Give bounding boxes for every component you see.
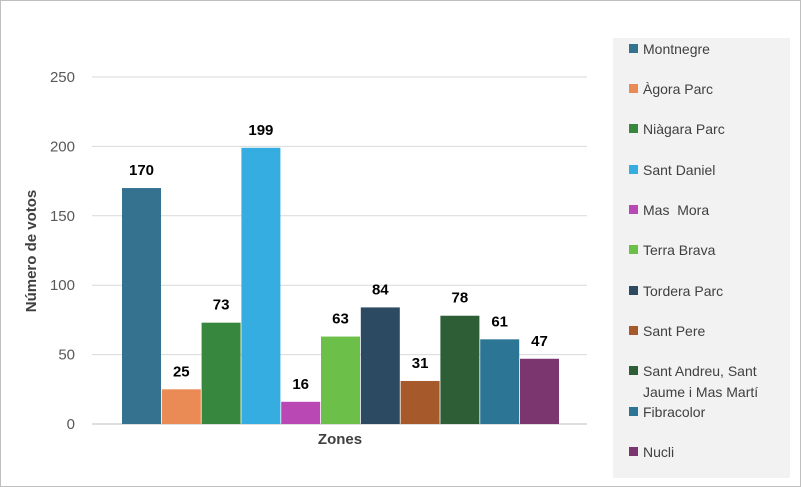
y-tick-label: 50 (58, 347, 75, 364)
data-label: 31 (412, 355, 429, 372)
legend-label: Niàgara Parc (643, 121, 725, 137)
y-tick-label: 150 (50, 208, 75, 225)
data-label: 16 (292, 376, 309, 393)
legend-swatch (629, 447, 638, 456)
bars (122, 147, 559, 424)
legend-label: Nucli (643, 444, 675, 460)
data-label: 199 (248, 122, 273, 139)
legend: Montnegre Àgora Parc Niàgara Parc Sant Dani… (613, 38, 790, 478)
bar (321, 336, 360, 424)
data-label: 170 (129, 162, 154, 179)
legend-swatch (629, 407, 638, 416)
data-label: 25 (173, 363, 190, 380)
bar (480, 339, 520, 424)
legend-swatch (629, 205, 638, 214)
data-label: 84 (372, 281, 389, 298)
data-label: 63 (332, 311, 349, 328)
legend-swatch (629, 245, 638, 254)
legend-swatch (629, 326, 638, 335)
legend-label: Sant Pere (643, 323, 706, 339)
bar (161, 389, 201, 424)
bar (241, 147, 281, 424)
legend-swatch (629, 286, 638, 295)
y-tick-label: 250 (50, 69, 75, 86)
data-label: 61 (491, 313, 508, 330)
data-label: 47 (531, 333, 548, 350)
y-axis-title: Número de votos (23, 190, 40, 313)
legend-label: Fibracolor (643, 404, 706, 420)
bar (201, 322, 241, 424)
legend-label: Àgora Parc (643, 81, 714, 97)
legend-label: Montnegre (643, 41, 710, 57)
legend-swatch (629, 84, 638, 93)
legend-label: Jaume i Mas Martí (643, 384, 759, 400)
legend-label: Sant Andreu, Sant (643, 363, 757, 379)
legend-label: Terra Brava (643, 242, 716, 258)
legend-label: Mas Mora (643, 202, 710, 218)
data-labels: 170 25 73 199 16 63 84 31 78 61 47 (129, 122, 548, 393)
bar (122, 188, 161, 424)
y-tick-label: 0 (67, 416, 75, 433)
legend-swatch (629, 44, 638, 53)
y-tick-label: 100 (50, 277, 75, 294)
bar (281, 401, 321, 424)
legend-label: Sant Daniel (643, 162, 716, 178)
legend-swatch (629, 165, 638, 174)
legend-swatch (629, 366, 638, 375)
bar (520, 358, 559, 424)
bar (400, 380, 440, 424)
legend-swatch (629, 124, 638, 133)
y-axis-ticks: 0 50 100 150 200 250 (50, 69, 75, 433)
x-axis-title: Zones (318, 431, 362, 448)
bar (440, 315, 480, 424)
bar (360, 307, 400, 424)
legend-label: Tordera Parc (643, 283, 724, 299)
y-tick-label: 200 (50, 138, 75, 155)
data-label: 78 (452, 290, 469, 307)
data-label: 73 (213, 297, 230, 314)
